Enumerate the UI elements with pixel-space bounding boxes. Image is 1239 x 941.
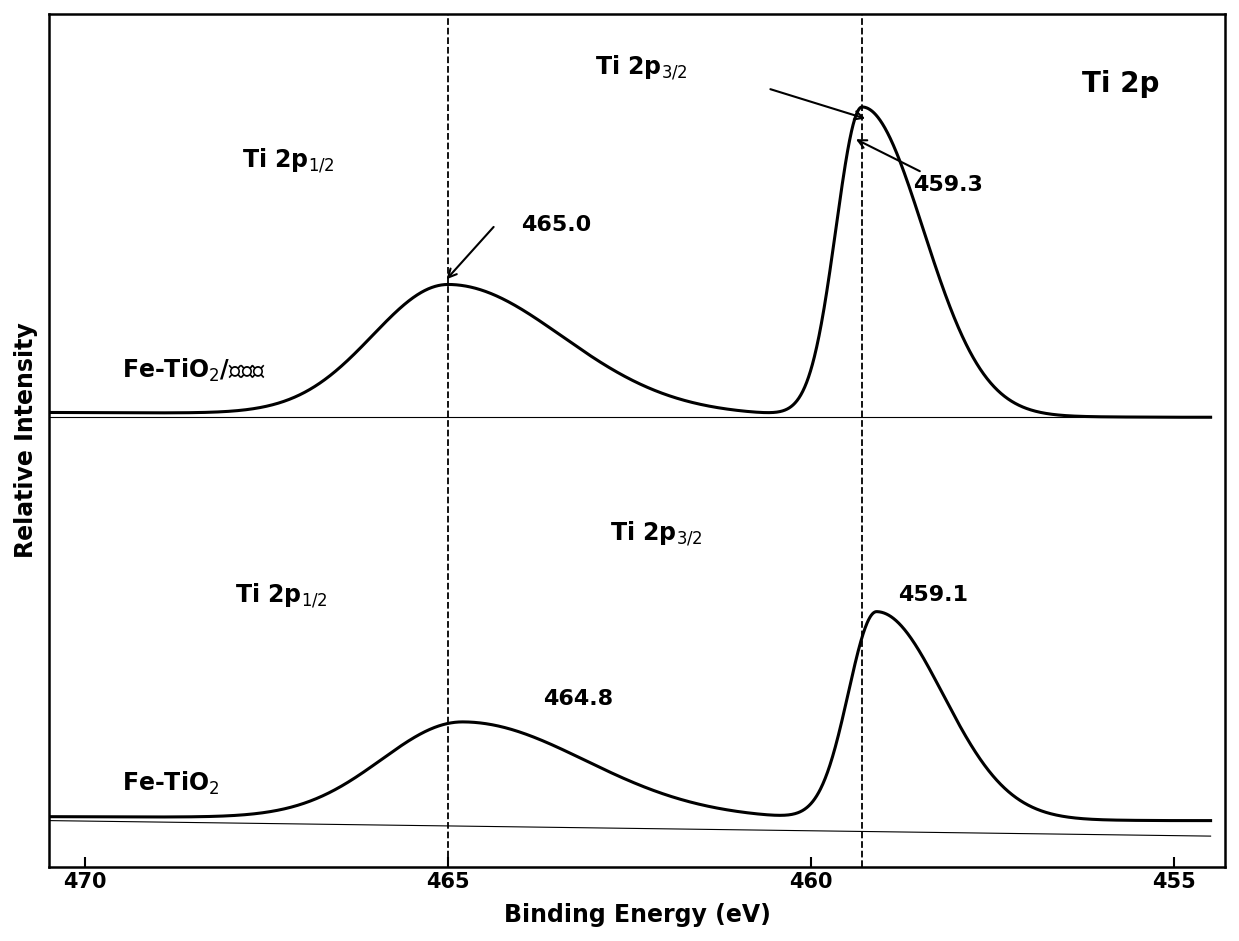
Text: 459.3: 459.3: [857, 140, 983, 195]
Y-axis label: Relative Intensity: Relative Intensity: [14, 323, 38, 558]
Text: Fe-TiO$_2$/硅藻板: Fe-TiO$_2$/硅藻板: [121, 357, 266, 384]
Text: 464.8: 464.8: [543, 689, 613, 709]
Text: Ti 2p$_{1/2}$: Ti 2p$_{1/2}$: [243, 147, 335, 175]
Text: Ti 2p$_{3/2}$: Ti 2p$_{3/2}$: [610, 519, 703, 548]
X-axis label: Binding Energy (eV): Binding Energy (eV): [503, 903, 771, 927]
Text: Ti 2p$_{1/2}$: Ti 2p$_{1/2}$: [235, 582, 327, 610]
Text: 465.0: 465.0: [520, 215, 591, 235]
Text: Ti 2p$_{3/2}$: Ti 2p$_{3/2}$: [596, 54, 688, 82]
Text: 459.1: 459.1: [898, 585, 969, 605]
Text: Ti 2p: Ti 2p: [1083, 70, 1160, 98]
Text: Fe-TiO$_2$: Fe-TiO$_2$: [121, 770, 219, 797]
